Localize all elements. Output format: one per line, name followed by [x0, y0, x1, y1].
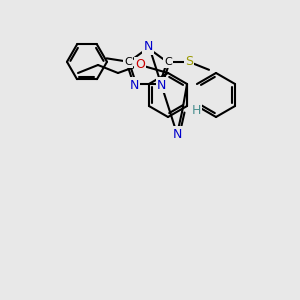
Text: C: C	[164, 57, 172, 67]
Text: N: N	[143, 40, 153, 53]
Text: N: N	[172, 128, 182, 140]
Text: C: C	[124, 57, 132, 67]
Text: N: N	[130, 79, 139, 92]
Text: S: S	[185, 55, 193, 68]
Text: N: N	[157, 79, 167, 92]
Text: O: O	[135, 58, 145, 71]
Text: H: H	[191, 103, 201, 116]
